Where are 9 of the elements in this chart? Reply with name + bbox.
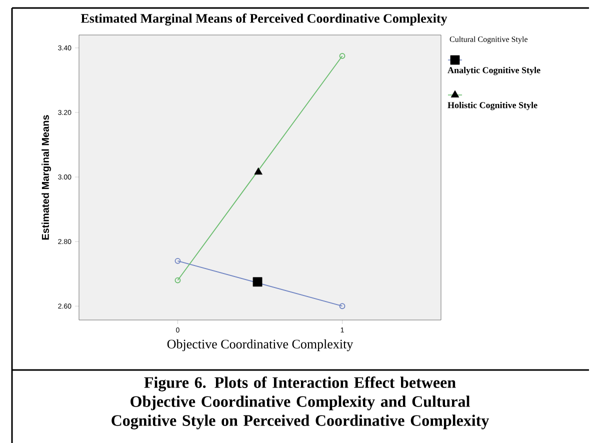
chart-title: Estimated Marginal Means of Perceived Coordinative Complexity <box>80 14 448 26</box>
point <box>252 277 262 287</box>
y-axis-title: Estimated Marginal Means <box>42 115 51 240</box>
legend-title: Cultural Cognitive Style <box>450 36 528 44</box>
point <box>254 167 262 175</box>
caption: Figure 6. Plots of Interaction Effect between Objective Coordinative Complexity and Cultural Cognitive Style on Perceived Coordinative Complexity <box>112 376 490 430</box>
legend-label: Analytic Cognitive Style <box>448 66 540 76</box>
x-axis-title: Objective Coordinative Complexity <box>167 339 354 352</box>
legend-label: Holistic Cognitive Style <box>448 102 538 110</box>
